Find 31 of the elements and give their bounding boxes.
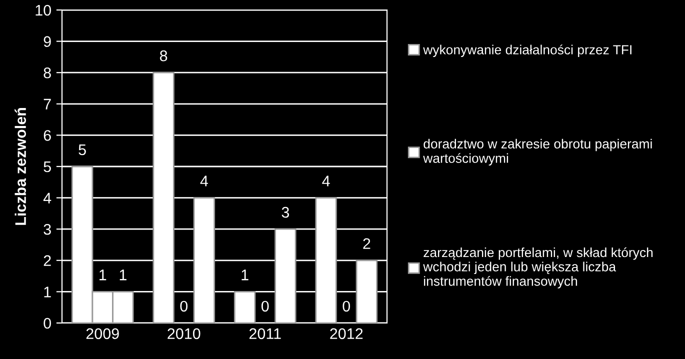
y-tick-label: 4 xyxy=(43,192,52,204)
data-label: 2 xyxy=(363,238,370,249)
x-tick-label: 2010 xyxy=(168,328,200,340)
x-tick-label: 2009 xyxy=(86,328,119,340)
y-tick-label: 6 xyxy=(44,130,51,141)
y-axis-title: Liczba zezwoleń xyxy=(14,108,26,225)
y-tick-label: 3 xyxy=(44,224,51,235)
data-label: 0 xyxy=(180,300,188,312)
y-tick-label: 2 xyxy=(44,255,51,266)
y-tick-label: 9 xyxy=(44,36,51,47)
data-label: 1 xyxy=(120,270,126,280)
data-label: 5 xyxy=(78,144,86,156)
legend-label: doradztwo w zakresie obrotu papierami wartościowymi xyxy=(423,138,652,166)
x-tick-label: 2011 xyxy=(249,328,281,340)
data-label: 4 xyxy=(200,176,208,186)
y-tick-label: 8 xyxy=(44,67,51,78)
data-label: 0 xyxy=(261,300,269,312)
data-label: 4 xyxy=(322,176,330,186)
data-label: 1 xyxy=(242,270,248,280)
y-tick-label: 1 xyxy=(44,286,51,298)
data-label: 0 xyxy=(342,300,350,312)
y-tick-label: 10 xyxy=(36,4,51,16)
y-tick-label: 0 xyxy=(44,318,51,329)
data-label: 8 xyxy=(160,50,168,62)
legend-label: wykonywanie działalności przez TFI xyxy=(423,44,632,58)
y-tick-label: 5 xyxy=(44,162,51,172)
y-tick-label: 7 xyxy=(44,98,51,110)
x-tick-label: 2012 xyxy=(330,328,363,340)
data-label: 3 xyxy=(282,206,290,218)
data-label: 1 xyxy=(100,270,106,280)
legend-label: zarządzanie portfelami, w skład których wchodzi jeden lub większa liczba instrumentów finansowych xyxy=(423,247,653,288)
